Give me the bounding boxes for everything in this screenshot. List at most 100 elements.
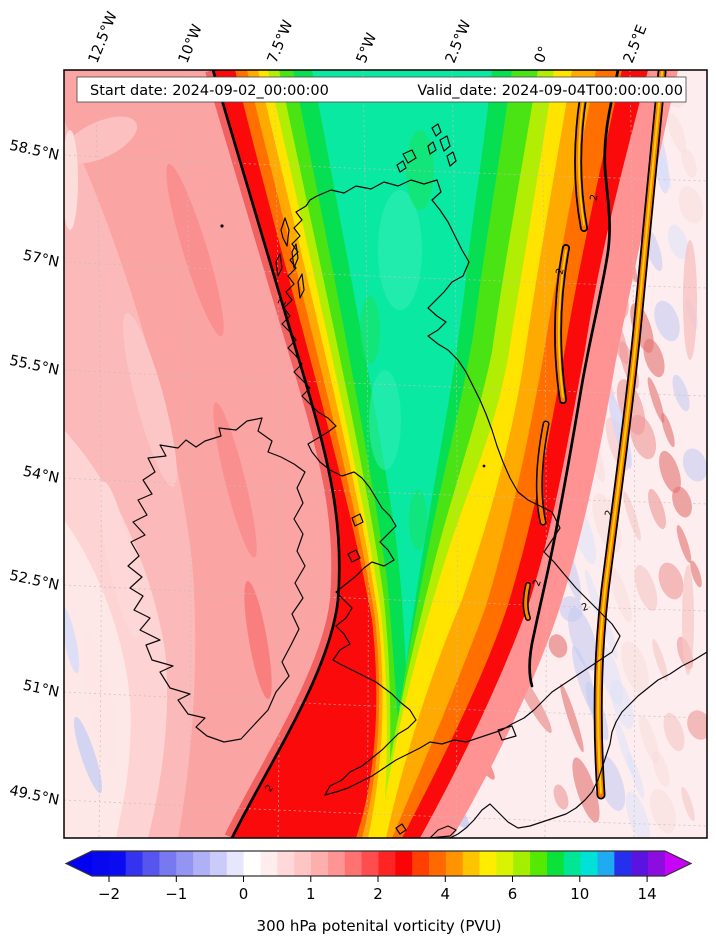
lon-tick-label: 2.5°E <box>621 23 651 66</box>
pv2-contours <box>211 70 620 838</box>
mottle-blob <box>681 786 695 822</box>
colorbar-segment <box>378 851 396 876</box>
filament-sliver-4 <box>522 582 531 621</box>
colorbar-segment <box>327 851 346 876</box>
west-streaks <box>64 116 272 794</box>
colorbar-segment <box>530 851 548 876</box>
contour-label: 2 <box>276 297 289 308</box>
mottle-blob <box>610 567 632 623</box>
mottle-blob <box>548 634 568 658</box>
colorbar-segment <box>597 851 615 876</box>
colorbar-segment <box>631 851 649 876</box>
filament-sliver-1 <box>574 94 588 232</box>
colorbar-segment <box>125 851 143 876</box>
lat-tick-label: 51°N <box>21 678 60 701</box>
mottle-blob <box>672 486 692 518</box>
mottle-blob <box>681 148 697 178</box>
lon-tick-label: 7.5°W <box>265 18 297 65</box>
jet-wedges <box>213 70 648 838</box>
colorbar-caption: 300 hPa potenital vorticity (PVU) <box>257 917 502 935</box>
lat-tick-label: 54°N <box>21 464 60 487</box>
coast-great-britain <box>281 179 621 796</box>
mottle-blob <box>560 683 584 753</box>
colorbar-segment <box>429 851 447 876</box>
colorbar-tick-label: 6 <box>508 885 518 903</box>
lon-tick-label: 12.5°W <box>86 10 121 66</box>
mottle-blob <box>572 757 600 823</box>
lat-tick-label: 49.5°N <box>8 783 61 809</box>
mottle-blob <box>668 112 686 154</box>
coast-isle-of-man <box>351 513 364 527</box>
colorbar-segment <box>513 851 531 876</box>
island-dot <box>220 224 224 228</box>
mottle-blob <box>659 450 681 494</box>
colorbar-segment <box>614 851 632 876</box>
colorbar-right-arrow <box>664 851 691 876</box>
pv2-contour-east <box>528 70 620 688</box>
start-date-label: Start date: 2024-09-02_00:00:00 <box>90 83 329 99</box>
colorbar-tick-label: −1 <box>165 885 187 903</box>
colorbar-segment <box>648 851 666 876</box>
coast-shetland <box>427 123 457 167</box>
colorbar-tick-label: 4 <box>441 885 451 903</box>
contour-label: 2 <box>580 601 590 614</box>
mottle-blob <box>553 784 569 810</box>
lon-tick-label: 2.5°W <box>443 18 475 65</box>
contour-label: 2 <box>531 578 544 588</box>
mottle-blob <box>672 374 690 412</box>
contour-label: 2 <box>264 783 277 795</box>
colorbar-segment <box>176 851 194 876</box>
mottle-blob <box>661 412 675 448</box>
mottle-blob <box>652 639 668 681</box>
colorbar-ticks <box>108 876 648 882</box>
filament-main <box>593 70 667 800</box>
colorbar-segment <box>496 851 514 876</box>
island-dot-2 <box>482 464 486 468</box>
colorbar-segment <box>193 851 211 876</box>
colorbar-segment <box>563 851 582 876</box>
mottle-blob <box>568 607 598 671</box>
filament-sliver-3 <box>535 420 550 526</box>
mottle-blob <box>648 488 666 530</box>
coast-isle-of-wight <box>497 725 517 741</box>
contour-label: 2 <box>555 267 567 276</box>
coastlines <box>127 123 707 838</box>
pv2-contour-west <box>211 70 341 838</box>
colorbar-tick-labels: −2 −1 0 1 2 4 6 10 14 <box>98 885 657 903</box>
colorbar-tick-label: 1 <box>306 885 316 903</box>
lon-axis: 12.5°W 10°W 7.5°W 5°W 2.5°W 0° 2.5°E <box>86 10 651 66</box>
lon-tick-label: 0° <box>532 44 553 65</box>
contour-label: 2 <box>603 509 615 518</box>
colorbar-segment <box>108 851 127 876</box>
mottle-blob <box>647 377 665 423</box>
colorbar-segment <box>344 851 363 876</box>
graticule <box>64 70 707 838</box>
colorbar-tick-label: 10 <box>570 885 589 903</box>
mottle-blob <box>678 186 704 224</box>
colorbar-segments <box>92 851 666 876</box>
colorbar: −2 −1 0 1 2 4 6 10 14 300 hPa potenital … <box>64 850 693 935</box>
title-box: Start date: 2024-09-02_00:00:00 Valid_da… <box>76 76 687 103</box>
map-area: 2 2 2 2 2 2 2 Start date: 2024-09-02_00:… <box>64 70 707 838</box>
colorbar-tick-label: 2 <box>373 885 383 903</box>
mottle-blob <box>613 717 635 775</box>
filament-sliver-2 <box>554 244 570 404</box>
colorbar-segment <box>226 851 245 876</box>
colorbar-segment <box>142 851 160 876</box>
lon-tick-label: 5°W <box>354 31 380 66</box>
colorbar-segment <box>412 851 430 876</box>
title-box-background <box>76 76 687 103</box>
mottle-blob <box>667 224 689 260</box>
colorbar-segment <box>311 851 329 876</box>
lat-tick-label: 55.5°N <box>8 353 61 379</box>
lon-tick-label: 10°W <box>176 22 206 65</box>
mottle-blob <box>658 562 684 600</box>
colorbar-segment <box>209 851 228 876</box>
coast-small-islands <box>395 823 457 838</box>
pv-filaments <box>522 70 667 800</box>
contour-labels: 2 2 2 2 2 2 2 <box>264 193 616 794</box>
mottle-blob <box>649 788 677 834</box>
colorbar-segment <box>92 851 110 876</box>
